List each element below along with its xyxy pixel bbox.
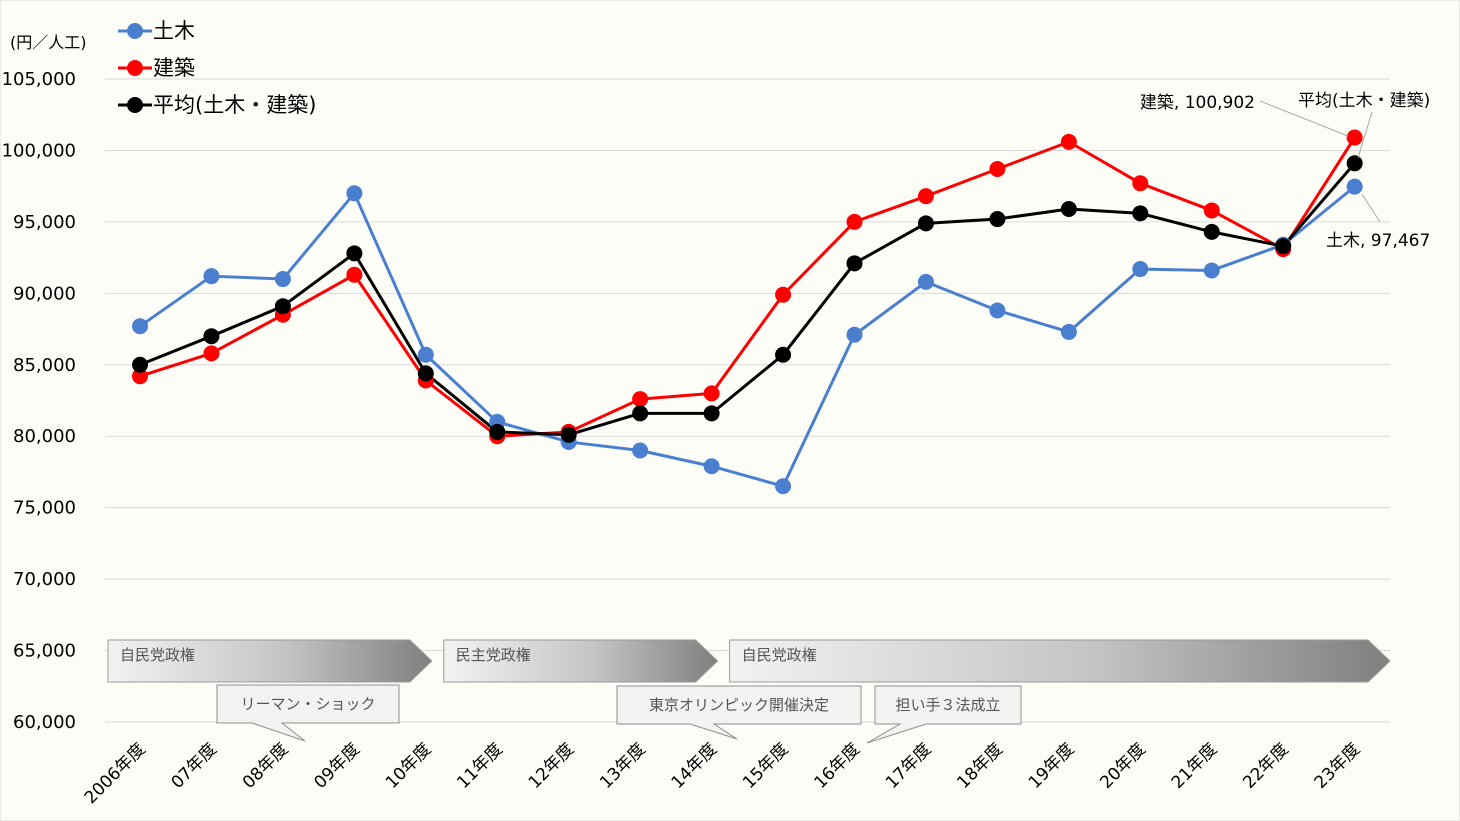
data-point [989,302,1006,319]
data-point [703,405,720,422]
data-point [846,255,863,272]
data-point [846,213,863,230]
government-band-label: 自民党政権 [742,646,817,664]
data-point [989,161,1006,178]
government-band-label: 民主党政権 [456,646,531,664]
data-point [346,185,363,202]
event-callout-box [216,684,400,742]
data-point [346,245,363,262]
event-callout-box [616,685,862,740]
y-tick-label: 65,000 [13,641,76,662]
data-point [632,405,649,422]
legend-marker [127,23,143,39]
y-tick-label: 85,000 [13,355,76,376]
data-label: 平均(土木・建築) [1298,91,1430,111]
data-point [775,478,792,495]
data-point [1275,238,1292,255]
data-point [775,286,792,303]
event-callout-label: 担い手３法成立 [895,696,1000,714]
data-point [1203,262,1220,279]
y-tick-label: 60,000 [13,712,76,733]
y-tick-label: 105,000 [2,69,76,90]
legend-marker [127,97,143,113]
data-label: 土木, 97,467 [1326,231,1430,251]
data-point [417,365,434,382]
data-point [1132,205,1149,222]
data-point [132,356,148,373]
data-label-leader [1357,111,1373,159]
government-band-arrow [443,639,719,683]
data-point [1060,133,1077,150]
legend-label: 土木 [153,19,195,43]
series-lines [132,129,1363,495]
data-labels: 建築, 100,902 平均(土木・建築) 土木, 97,467 [1140,91,1430,251]
data-point [560,426,577,443]
data-point [703,458,720,475]
data-point [632,442,649,459]
data-label: 建築, 100,902 [1140,93,1255,113]
government-band-arrow [107,639,433,683]
government-bands: 自民党政権 民主党政権 自民党政権 [107,639,1391,683]
data-point [917,215,934,232]
y-tick-label: 90,000 [13,283,76,304]
event-callout-label: 東京オリンピック開催決定 [649,696,829,714]
data-point [203,345,220,362]
data-point [1203,202,1220,219]
data-point [917,188,934,205]
data-point [703,385,720,402]
data-point [989,211,1006,228]
y-tick-label: 70,000 [13,569,76,590]
series-line [139,185,1356,488]
data-point [1060,323,1077,340]
data-point [1132,261,1149,278]
data-point [1203,223,1220,240]
series-line [139,162,1356,437]
data-label-leader [1259,100,1349,137]
y-tick-label: 100,000 [2,140,76,161]
data-point [1346,129,1363,146]
legend-label: 建築 [153,56,195,80]
government-band-label: 自民党政権 [120,646,195,664]
data-point [132,318,148,335]
data-point [346,266,363,283]
government-band-arrow [729,639,1391,683]
data-point [917,273,934,290]
data-point [1346,178,1363,195]
data-point [489,423,506,440]
data-point [1132,175,1149,192]
event-callout-label: リーマン・ショック [240,695,375,713]
data-point [846,326,863,343]
series-line [139,136,1356,438]
data-point [203,268,220,285]
y-tick-label: 80,000 [13,426,76,447]
data-label-leader [1361,193,1381,223]
data-point [632,391,649,408]
y-tick-label: 95,000 [13,212,76,233]
y-axis: 60,000 65,000 70,000 75,000 80,000 85,000 90,0… [2,69,76,733]
data-point [1060,201,1077,218]
y-unit-label: (円／人工) [10,33,87,52]
legend-marker [127,60,143,76]
data-point [203,328,220,345]
y-tick-label: 75,000 [13,498,76,519]
data-point [274,271,291,288]
data-point [274,298,291,315]
data-point [417,346,434,363]
legend-label: 平均(土木・建築) [153,93,316,117]
data-point [132,368,148,385]
data-point [775,346,792,363]
event-callout-box [866,685,1022,744]
data-point [1346,155,1363,172]
event-callouts: リーマン・ショック 東京オリンピック開催決定 担い手３法成立 [216,684,1022,744]
